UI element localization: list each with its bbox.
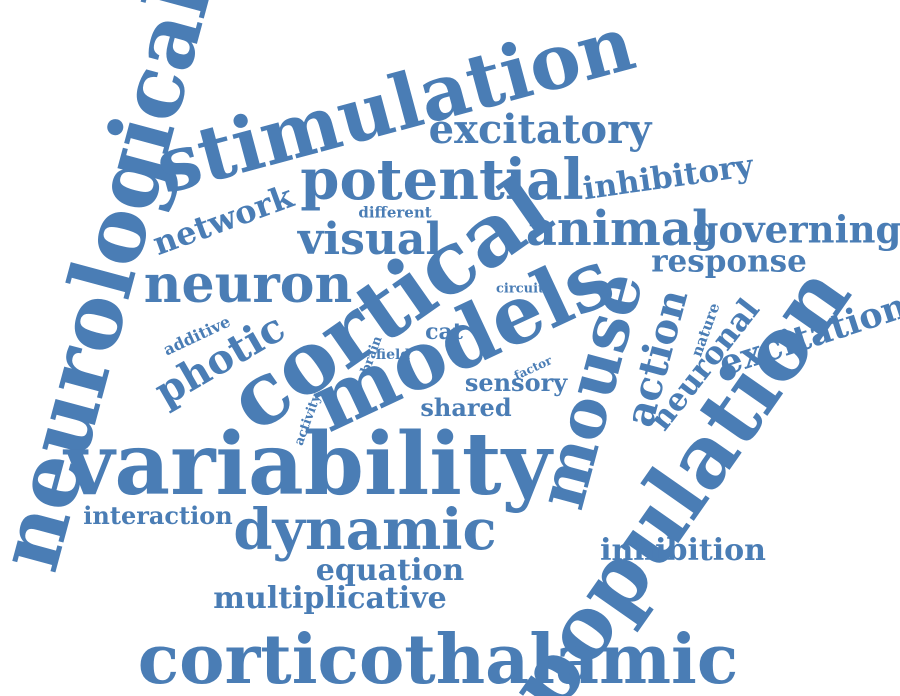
word-cat: cat xyxy=(425,319,463,345)
word-inhibitory: inhibitory xyxy=(580,147,756,208)
word-circuit: circuit xyxy=(495,281,545,297)
word-governing: governing xyxy=(692,207,900,252)
word-potential: potential xyxy=(300,147,584,213)
word-different: different xyxy=(358,203,432,222)
word-field: field xyxy=(375,347,411,363)
word-visual: visual xyxy=(297,214,443,265)
word-multiplicative: multiplicative xyxy=(213,581,447,616)
word-response: response xyxy=(651,243,807,280)
word-inhibition: inhibition xyxy=(600,533,766,568)
word-neuron: neuron xyxy=(143,254,353,315)
word-corticothalamic: corticothalamic xyxy=(137,620,739,696)
word-dynamic: dynamic xyxy=(233,497,497,563)
word-animal: animal xyxy=(525,201,711,257)
word-shared: shared xyxy=(420,393,512,422)
word-sensory: sensory xyxy=(464,368,568,397)
word-equation: equation xyxy=(315,553,465,588)
word-variability: variability xyxy=(64,414,552,515)
word-interaction: interaction xyxy=(83,501,233,530)
word-excitatory: excitatory xyxy=(428,106,652,153)
